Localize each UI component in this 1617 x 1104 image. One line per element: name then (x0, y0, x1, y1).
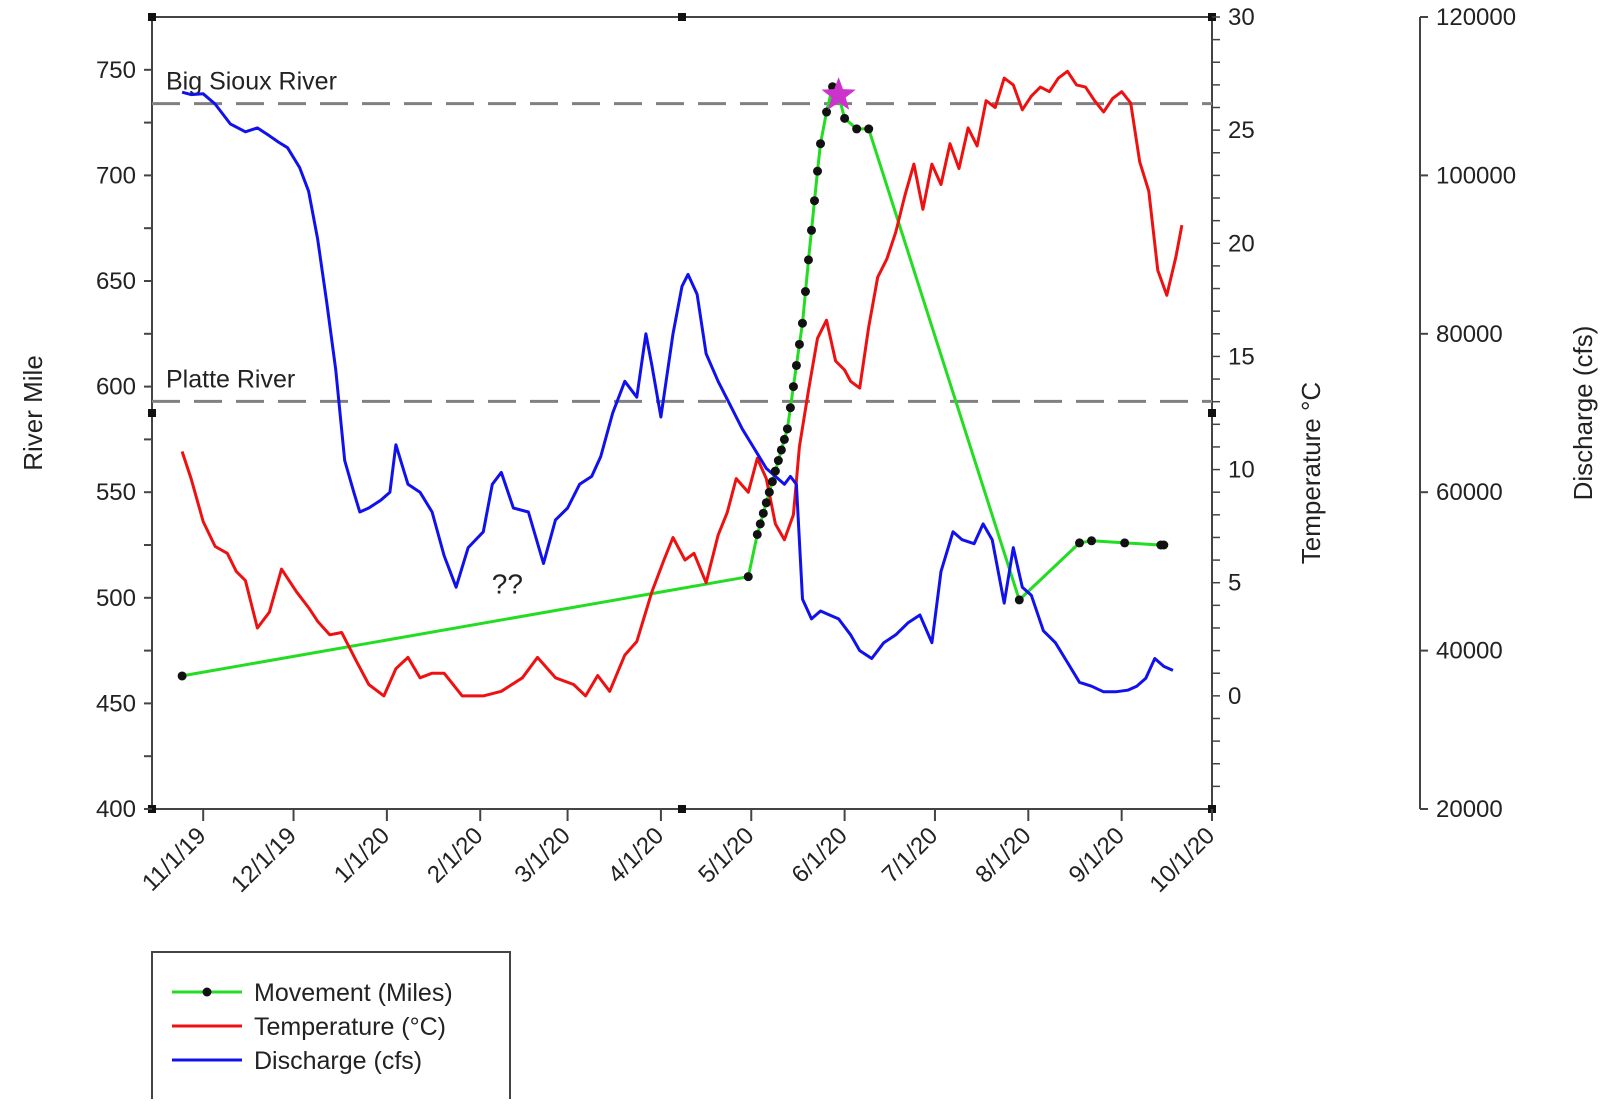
plot-area-frame (151, 16, 1213, 810)
data-point (779, 434, 789, 444)
series-line (181, 85, 1164, 678)
x-tick-label: 5/1/20 (693, 822, 759, 888)
x-tick-label: 6/1/20 (787, 822, 853, 888)
data-point (767, 477, 777, 487)
y-tick-label: 700 (96, 162, 136, 189)
data-point (1014, 595, 1024, 605)
frame-handle (678, 805, 686, 813)
y-tick-label: 5 (1228, 570, 1241, 597)
data-point (1087, 536, 1097, 546)
y-axis-title-left: River Mile (18, 355, 48, 471)
data-point (864, 124, 874, 134)
x-tick-label: 3/1/20 (510, 822, 576, 888)
data-point (770, 466, 780, 476)
data-point (1075, 538, 1084, 548)
y-tick-label: 20 (1228, 230, 1255, 257)
y-tick-label: 100000 (1436, 162, 1516, 189)
data-point (764, 487, 774, 497)
y-tick-label: 650 (96, 268, 136, 295)
star-marker (821, 77, 856, 110)
data-point (840, 113, 850, 123)
legend-marker (202, 987, 212, 997)
y-tick-label: 600 (96, 374, 136, 401)
frame-handle (678, 13, 686, 21)
data-point (785, 403, 795, 413)
y-tick-label: 120000 (1436, 4, 1516, 31)
data-point (758, 508, 768, 518)
data-point (800, 287, 810, 297)
y-tick-label: 400 (96, 796, 136, 823)
data-point (794, 339, 804, 349)
y-axis-title-temperature: Temperature °C (1296, 382, 1326, 564)
data-point (797, 318, 807, 328)
data-point (791, 360, 801, 370)
series-line (181, 90, 1174, 694)
data-point (761, 498, 771, 508)
y-tick-label: 15 (1228, 343, 1255, 370)
y-axis-title-discharge: Discharge (cfs) (1568, 326, 1598, 501)
data-point (822, 107, 832, 117)
x-tick-label: 9/1/20 (1064, 822, 1130, 888)
y-tick-label: 0 (1228, 683, 1241, 710)
x-tick-label: 2/1/20 (422, 822, 488, 888)
series-line (180, 69, 1184, 698)
x-tick-label: 8/1/20 (970, 822, 1036, 888)
x-tick-label: 10/1/20 (1145, 822, 1221, 898)
y-tick-label: 30 (1228, 4, 1255, 31)
reference-line-label: Platte River (166, 365, 295, 393)
x-tick-label: 11/1/19 (137, 822, 211, 896)
data-point (773, 456, 783, 466)
y-tick-label: 500 (96, 585, 136, 612)
x-tick-label: 1/1/20 (329, 822, 395, 888)
data-point (1120, 538, 1130, 548)
y-tick-label: 10 (1228, 457, 1255, 484)
y-tick-label: 550 (96, 479, 136, 506)
y-tick-label: 750 (96, 57, 136, 84)
reference-line-label: Big Sioux River (166, 68, 337, 96)
data-point (177, 671, 187, 681)
x-tick-label: 7/1/20 (877, 822, 943, 888)
legend-label: Temperature (°C) (254, 1013, 446, 1041)
y-tick-label: 60000 (1436, 479, 1503, 506)
data-point (816, 139, 826, 149)
data-point (806, 225, 816, 235)
data-point (810, 196, 819, 206)
data-point (1159, 540, 1169, 550)
frame-handle (148, 409, 156, 417)
y-tick-label: 40000 (1436, 638, 1503, 665)
legend-label: Discharge (cfs) (254, 1047, 422, 1075)
data-point (852, 124, 862, 134)
frame-handle (1208, 409, 1216, 417)
legend-box (151, 951, 511, 1104)
data-point (743, 572, 753, 582)
x-tick-label: 12/1/19 (226, 822, 302, 898)
y-tick-label: 80000 (1436, 321, 1503, 348)
data-point (788, 382, 798, 392)
data-point (813, 166, 823, 176)
annotation-text: ?? (492, 569, 523, 600)
data-point (782, 424, 792, 434)
y-tick-label: 450 (96, 690, 136, 717)
data-point (776, 445, 786, 455)
y-tick-label: 20000 (1436, 796, 1503, 823)
frame-handle (148, 13, 156, 21)
data-point (755, 519, 765, 529)
x-tick-label: 4/1/20 (603, 822, 669, 888)
legend-label: Movement (Miles) (254, 979, 453, 1007)
data-point (752, 529, 762, 539)
data-point (803, 255, 813, 265)
y-tick-label: 25 (1228, 117, 1255, 144)
